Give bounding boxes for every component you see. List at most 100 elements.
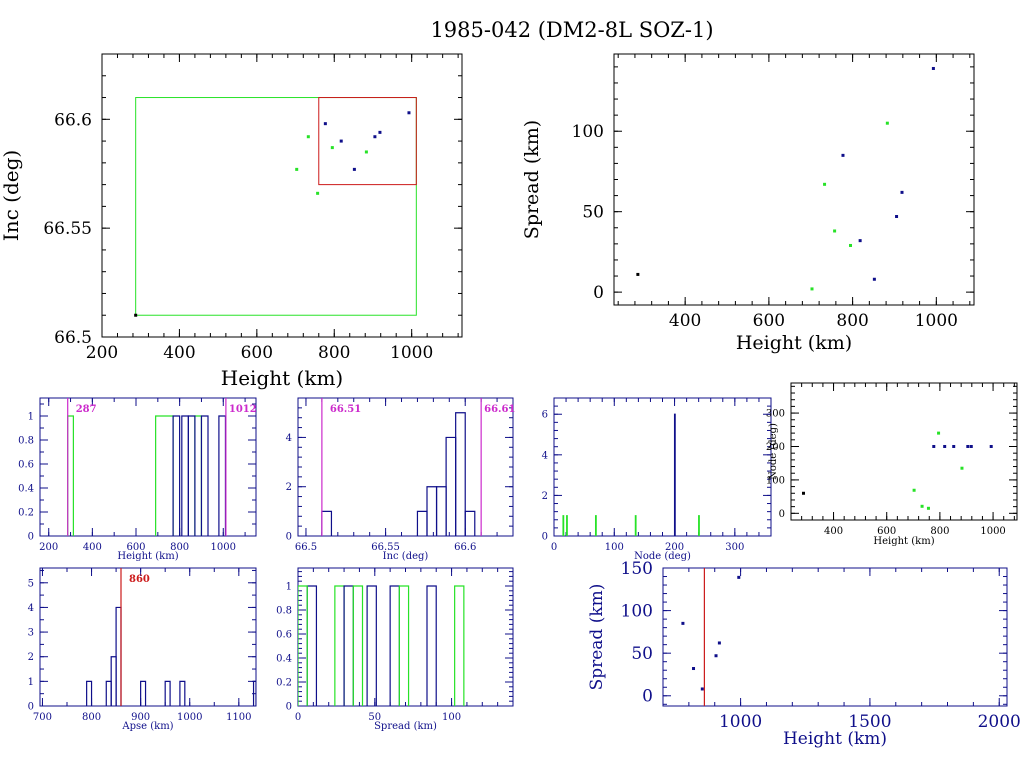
x-tick-label: 700 [33, 712, 52, 723]
marker-label: 66.61 [484, 404, 515, 415]
x-tick-label: 1000 [719, 712, 762, 732]
x-tick-label: 800 [930, 526, 949, 537]
y-tick-label: 50 [631, 644, 653, 664]
x-tick-label: 1000 [390, 343, 433, 363]
y-tick-label: 2 [542, 491, 548, 502]
plot-frame [297, 567, 514, 707]
data-point [692, 667, 696, 671]
marker-label: 66.51 [330, 404, 361, 415]
x-tick-label: 1000 [915, 311, 958, 331]
marker-label: 1012 [229, 404, 257, 415]
y-tick-label: 66.6 [54, 110, 92, 130]
histogram-bin [334, 585, 345, 706]
data-point [885, 121, 889, 125]
data-point [714, 654, 718, 658]
data-point [700, 687, 704, 691]
y-tick-label: 0.8 [18, 436, 34, 447]
x-tick-label: 800 [318, 343, 350, 363]
plot-area [801, 431, 993, 510]
histogram-bin [115, 606, 122, 706]
histogram-bin [86, 680, 93, 706]
y-tick-label: 0.6 [18, 460, 34, 471]
x-tick-label: 1500 [848, 712, 891, 732]
data-point [717, 641, 721, 645]
histogram-bin [426, 486, 438, 536]
x-axis-label: Height (km) [783, 729, 887, 749]
histogram-bin [426, 585, 437, 706]
data-point [849, 243, 853, 247]
data-point [952, 444, 956, 448]
figure-title: 1985-042 (DM2-8L SOZ-1) [430, 18, 713, 42]
x-tick-label: 100 [605, 542, 624, 553]
y-tick-label: 3 [28, 628, 34, 639]
y-tick-label: 2 [286, 482, 292, 493]
x-axis-label: Height (km) [117, 551, 178, 562]
y-tick-label: 4 [28, 603, 34, 614]
data-point [931, 66, 935, 70]
y-axis-label: Spread (km) [587, 584, 607, 691]
y-tick-label: 300 [766, 409, 785, 420]
histogram-bin [566, 515, 568, 536]
x-tick-label: 66.5 [295, 542, 317, 553]
selection-box [318, 97, 417, 186]
y-axis-label: Inc (deg) [0, 150, 23, 241]
y-tick-label: 0 [286, 532, 292, 543]
y-tick-label: 5 [28, 578, 34, 589]
plot-frame [39, 397, 257, 537]
y-tick-label: 1 [28, 412, 34, 423]
x-axis-label: Inc (deg) [383, 551, 429, 562]
y-tick-label: 0.2 [276, 678, 292, 689]
histogram-bin [105, 680, 112, 706]
data-point [636, 272, 640, 276]
data-point [378, 130, 382, 134]
chart-inc-vs-height: 200 400 600 800 1000 66.5 66.55 66.6 Height (km)… [0, 53, 463, 390]
data-point [943, 444, 947, 448]
x-tick-label: 1000 [211, 542, 236, 553]
histogram-bin [321, 510, 333, 536]
histogram-bin [187, 415, 196, 536]
data-point [339, 139, 343, 143]
chart-apse-hist: 700 800 900 1000 1100 0 1 2 3 4 5 Apse (km) 860 [28, 567, 257, 732]
chart-inc-hist: 66.5 66.55 66.6 0 2 4 Inc (deg) 66.51 66.61 [286, 397, 515, 562]
histogram-bin [172, 415, 181, 536]
data-point [810, 287, 814, 291]
histogram-bin [634, 515, 637, 536]
histogram-bin [366, 585, 377, 706]
chart-node-hist: 0 100 200 300 0 2 4 6 Node (deg) [542, 397, 772, 562]
y-tick-label: 0.4 [18, 484, 34, 495]
data-point [841, 153, 845, 157]
y-tick-label: 0.4 [276, 654, 292, 665]
histogram-bin [698, 515, 700, 536]
data-point [681, 621, 685, 625]
histogram-bin [200, 415, 209, 536]
y-tick-label: 0 [28, 532, 34, 543]
chart-spread-vs-height-wide: 1000 1500 2000 0 50 100 150 Height (km) Spread (… [587, 559, 1021, 749]
y-tick-label: 100 [572, 122, 604, 142]
y-tick-label: 4 [542, 450, 548, 461]
y-axis-label: Node (deg) [768, 423, 779, 480]
x-axis-label: Height (km) [873, 536, 934, 547]
plot-frame [790, 382, 1018, 521]
data-point [900, 190, 904, 194]
x-tick-label: 600 [877, 526, 896, 537]
x-tick-label: 800 [170, 542, 189, 553]
data-point [969, 444, 973, 448]
x-tick-label: 0 [295, 712, 301, 723]
plot-area [636, 66, 935, 291]
x-tick-label: 1000 [177, 712, 202, 723]
histogram-bin [164, 680, 171, 706]
histogram-bin [562, 515, 565, 536]
data-point [926, 506, 930, 510]
histogram-bin [398, 585, 410, 706]
plot-area [86, 568, 256, 706]
chart-spread-vs-height: 400 600 800 1000 0 50 100 Height (km) Spread (km… [521, 53, 975, 354]
histogram-bin [194, 415, 203, 536]
x-tick-label: 66.55 [371, 542, 400, 553]
data-point [316, 191, 320, 195]
y-tick-label: 150 [621, 559, 653, 579]
data-point [737, 575, 741, 579]
data-point [352, 167, 356, 171]
plot-area [562, 413, 700, 536]
histogram-bin [67, 415, 74, 536]
